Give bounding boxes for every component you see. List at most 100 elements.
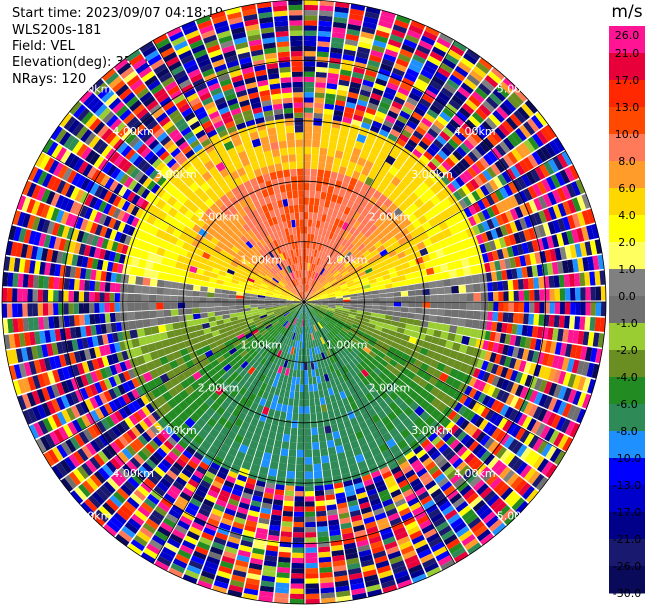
velocity-bin	[197, 484, 209, 494]
velocity-bin	[446, 489, 459, 501]
velocity-bin	[152, 236, 162, 247]
velocity-bin	[287, 456, 296, 465]
velocity-bin	[58, 354, 67, 367]
velocity-bin	[109, 516, 124, 529]
velocity-bin	[328, 348, 335, 357]
velocity-bin	[414, 49, 429, 60]
velocity-bin	[278, 462, 287, 471]
velocity-bin	[66, 340, 74, 352]
velocity-bin	[326, 289, 334, 293]
velocity-bin	[426, 349, 436, 359]
velocity-bin	[448, 269, 458, 279]
velocity-bin	[549, 448, 562, 463]
velocity-bin	[399, 82, 413, 92]
velocity-bin	[353, 220, 361, 229]
velocity-bin	[96, 420, 107, 434]
velocity-bin	[343, 297, 351, 300]
velocity-bin	[294, 298, 302, 302]
velocity-bin	[361, 26, 376, 35]
velocity-bin	[351, 71, 364, 80]
velocity-bin	[137, 505, 151, 518]
velocity-bin	[304, 40, 317, 47]
velocity-bin	[340, 285, 349, 290]
velocity-bin	[184, 209, 195, 220]
velocity-bin	[378, 213, 388, 223]
velocity-bin	[321, 229, 327, 237]
velocity-bin	[298, 406, 304, 414]
velocity-bin	[282, 352, 288, 360]
velocity-bin	[493, 501, 507, 515]
velocity-bin	[422, 341, 431, 350]
velocity-bin	[142, 177, 153, 188]
velocity-bin	[222, 245, 231, 253]
velocity-bin	[357, 99, 368, 107]
velocity-bin	[265, 294, 273, 297]
velocity-bin	[527, 470, 541, 485]
velocity-bin	[453, 427, 464, 439]
velocity-bin	[311, 317, 316, 325]
velocity-bin	[218, 270, 227, 277]
velocity-bin	[228, 298, 236, 302]
velocity-bin	[316, 346, 321, 354]
velocity-bin	[383, 198, 393, 208]
velocity-bin	[285, 478, 295, 486]
velocity-bin	[181, 468, 193, 478]
velocity-bin	[248, 562, 263, 571]
velocity-bin	[305, 537, 317, 543]
velocity-bin	[394, 232, 404, 241]
velocity-bin	[314, 298, 322, 301]
velocity-bin	[232, 323, 241, 330]
velocity-bin	[326, 504, 337, 511]
velocity-bin	[332, 560, 346, 567]
velocity-bin	[268, 529, 280, 537]
velocity-bin	[238, 502, 250, 510]
velocity-bin	[408, 92, 421, 102]
velocity-bin	[110, 272, 117, 283]
velocity-bin	[306, 304, 312, 310]
velocity-bin	[434, 473, 446, 484]
velocity-bin	[435, 390, 447, 401]
velocity-bin	[326, 274, 333, 281]
velocity-bin	[121, 350, 129, 361]
velocity-bin	[346, 96, 358, 104]
velocity-bin	[76, 230, 85, 243]
velocity-bin	[46, 385, 56, 400]
velocity-bin	[582, 331, 590, 346]
velocity-bin	[389, 325, 398, 332]
velocity-bin	[50, 207, 60, 222]
velocity-bin	[161, 458, 172, 470]
velocity-bin	[328, 231, 335, 240]
velocity-bin	[233, 516, 246, 525]
velocity-bin	[533, 197, 543, 211]
velocity-bin	[156, 247, 166, 257]
velocity-bin	[269, 316, 277, 322]
velocity-bin	[327, 322, 335, 329]
velocity-bin	[217, 343, 227, 351]
velocity-bin	[314, 282, 320, 289]
velocity-bin	[318, 546, 331, 553]
velocity-bin	[283, 311, 290, 317]
velocity-bin	[496, 389, 506, 401]
velocity-bin	[17, 303, 23, 317]
velocity-bin	[499, 186, 509, 199]
velocity-bin	[543, 381, 553, 395]
velocity-bin	[590, 347, 598, 363]
velocity-bin	[517, 413, 528, 427]
velocity-bin	[425, 244, 436, 254]
velocity-bin	[276, 476, 286, 486]
velocity-bin	[341, 287, 349, 292]
velocity-bin	[482, 340, 490, 351]
velocity-bin	[228, 347, 238, 355]
velocity-bin	[310, 332, 315, 341]
velocity-bin	[400, 242, 410, 251]
velocity-bin	[376, 459, 388, 470]
velocity-bin	[489, 476, 502, 490]
velocity-bin	[28, 260, 36, 274]
velocity-bin	[382, 91, 395, 101]
velocity-bin	[243, 302, 251, 306]
velocity-bin	[230, 282, 238, 288]
velocity-bin	[454, 130, 467, 142]
velocity-bin	[426, 146, 437, 157]
velocity-bin	[47, 289, 54, 302]
velocity-bin	[574, 316, 581, 330]
